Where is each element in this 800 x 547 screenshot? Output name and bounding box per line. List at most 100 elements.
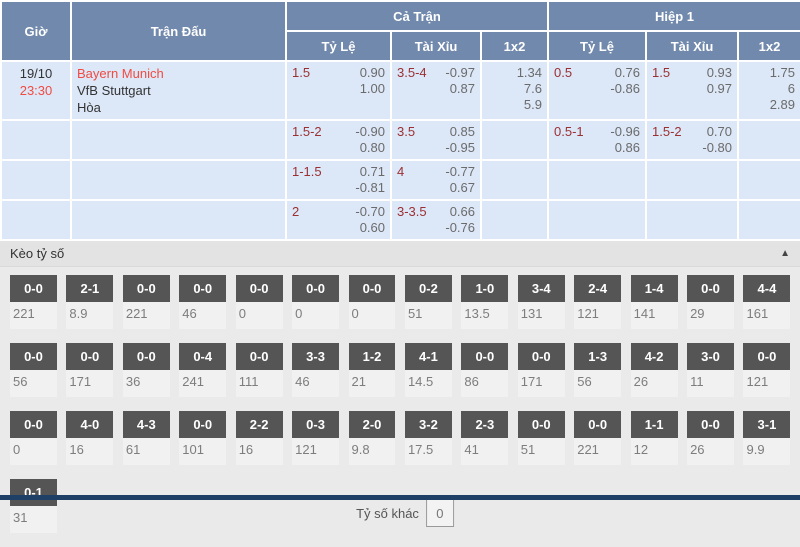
score-row: 0-0 221 2-1 8.9 0-0 221 0-0 46 0-0 0 0-0 0 0-0 0 0-2 51…: [10, 275, 800, 343]
score-button[interactable]: 0-0: [348, 275, 396, 302]
score-button[interactable]: 2-3: [461, 411, 509, 438]
score-cell: 0-0 29: [687, 275, 734, 329]
score-button[interactable]: 0-0: [10, 411, 57, 438]
odds-value[interactable]: -0.77: [445, 164, 475, 179]
odds-value[interactable]: -0.70: [355, 204, 385, 219]
score-cell: 0-0 0: [348, 275, 396, 329]
match-kickoff-time: 23:30: [19, 83, 53, 98]
score-button[interactable]: 0-0: [179, 275, 227, 302]
other-score-group: Tỷ số khác: [356, 499, 454, 527]
col-header-full-match: Cả Trận: [285, 0, 549, 32]
score-button[interactable]: 3-3: [292, 343, 340, 370]
odds-value[interactable]: 7.6: [523, 81, 542, 96]
score-button[interactable]: 0-0: [10, 343, 57, 370]
ft-1x2-cell: [480, 199, 549, 241]
score-button[interactable]: 0-1: [10, 479, 57, 506]
odds-value[interactable]: 0.70: [706, 124, 732, 139]
score-odds: 161: [746, 306, 769, 321]
score-button[interactable]: 0-0: [122, 275, 170, 302]
score-button[interactable]: 3-2: [404, 411, 452, 438]
odds-value[interactable]: -0.90: [355, 124, 385, 139]
score-button[interactable]: 0-0: [66, 343, 114, 370]
odds-value[interactable]: 5.9: [523, 97, 542, 112]
col-header-h1-handicap: Tỷ Lệ: [547, 30, 647, 62]
odds-value[interactable]: 2.89: [769, 97, 795, 112]
score-button[interactable]: 0-0: [461, 343, 509, 370]
score-button[interactable]: 0-0: [122, 343, 170, 370]
score-button[interactable]: 2-0: [348, 411, 396, 438]
score-button[interactable]: 3-4: [517, 275, 565, 302]
odds-value[interactable]: -0.76: [445, 220, 475, 235]
odds-value[interactable]: -0.95: [445, 140, 475, 155]
odds-value[interactable]: 0.80: [359, 140, 385, 155]
odds-value[interactable]: 0.90: [359, 65, 385, 80]
score-button[interactable]: 0-0: [517, 343, 565, 370]
other-score-input[interactable]: [425, 499, 454, 527]
odds-value[interactable]: 1.75: [769, 65, 795, 80]
score-button[interactable]: 0-0: [574, 411, 622, 438]
h1-overunder-cell: 1.5-2 0.70 -0.80: [645, 119, 739, 161]
score-button[interactable]: 1-3: [574, 343, 622, 370]
odds-value[interactable]: -0.86: [610, 81, 640, 96]
odds-value[interactable]: -0.81: [355, 180, 385, 195]
score-button[interactable]: 2-2: [235, 411, 283, 438]
odds-table: Giờ Trận Đấu Cả Trận Hiệp 1 Tỷ Lệ Tài Xỉ…: [0, 0, 800, 241]
score-button[interactable]: 0-0: [743, 343, 791, 370]
odds-value[interactable]: 1.34: [516, 65, 542, 80]
score-button[interactable]: 0-0: [179, 411, 227, 438]
score-button[interactable]: 0-0: [10, 275, 57, 302]
odds-value[interactable]: 0.71: [359, 164, 385, 179]
score-cell: 0-0 0: [235, 275, 283, 329]
score-button[interactable]: 0-3: [292, 411, 340, 438]
odds-value[interactable]: 0.97: [706, 81, 732, 96]
score-odds: 16: [69, 442, 84, 457]
odds-value[interactable]: -0.96: [610, 124, 640, 139]
score-cell: 0-0 36: [122, 343, 170, 397]
score-odds: 9.9: [746, 442, 765, 457]
score-odds: 121: [295, 442, 317, 457]
score-button[interactable]: 2-1: [66, 275, 114, 302]
col-header-first-half: Hiệp 1: [547, 0, 800, 32]
odds-value[interactable]: 0.76: [614, 65, 640, 80]
score-button[interactable]: 0-2: [404, 275, 452, 302]
odds-value[interactable]: 0.87: [449, 81, 475, 96]
odds-value[interactable]: 0.85: [449, 124, 475, 139]
score-button[interactable]: 3-1: [743, 411, 791, 438]
score-odds: 0: [295, 306, 303, 321]
score-button[interactable]: 4-2: [630, 343, 678, 370]
score-button[interactable]: 3-0: [687, 343, 734, 370]
odds-value[interactable]: -0.97: [445, 65, 475, 80]
correct-score-section-header[interactable]: Kèo tỷ số ▲: [0, 241, 800, 267]
match-cell: Bayern Munich VfB Stuttgart Hòa: [70, 60, 287, 121]
score-button[interactable]: 0-0: [687, 275, 734, 302]
score-button[interactable]: 0-0: [292, 275, 340, 302]
score-button[interactable]: 0-0: [235, 275, 283, 302]
score-button[interactable]: 4-3: [122, 411, 170, 438]
odds-value[interactable]: 0.93: [706, 65, 732, 80]
score-button[interactable]: 2-4: [574, 275, 622, 302]
score-button[interactable]: 0-0: [235, 343, 283, 370]
score-button[interactable]: 1-2: [348, 343, 396, 370]
score-button[interactable]: 1-4: [630, 275, 678, 302]
score-odds: 121: [746, 374, 769, 389]
score-button[interactable]: 0-0: [517, 411, 565, 438]
odds-value[interactable]: 0.86: [614, 140, 640, 155]
score-button[interactable]: 0-0: [687, 411, 734, 438]
collapse-arrow-icon[interactable]: ▲: [780, 248, 790, 259]
score-button[interactable]: 0-4: [179, 343, 227, 370]
odds-value[interactable]: 0.66: [449, 204, 475, 219]
odds-value[interactable]: 0.60: [359, 220, 385, 235]
odds-value[interactable]: 1.00: [359, 81, 385, 96]
score-button[interactable]: 4-0: [66, 411, 114, 438]
odds-value[interactable]: -0.80: [702, 140, 732, 155]
h1-overunder-cell: [645, 199, 739, 241]
odds-row: 19/10 23:30 Bayern Munich VfB Stuttgart …: [0, 60, 800, 121]
score-button[interactable]: 4-1: [404, 343, 452, 370]
score-button[interactable]: 1-1: [630, 411, 678, 438]
odds-value[interactable]: 0.67: [449, 180, 475, 195]
ft-overunder-cell: 3-3.5 0.66 -0.76: [390, 199, 482, 241]
score-odds: 171: [69, 374, 92, 389]
score-button[interactable]: 4-4: [743, 275, 791, 302]
score-button[interactable]: 1-0: [461, 275, 509, 302]
odds-value[interactable]: 6: [787, 81, 795, 96]
